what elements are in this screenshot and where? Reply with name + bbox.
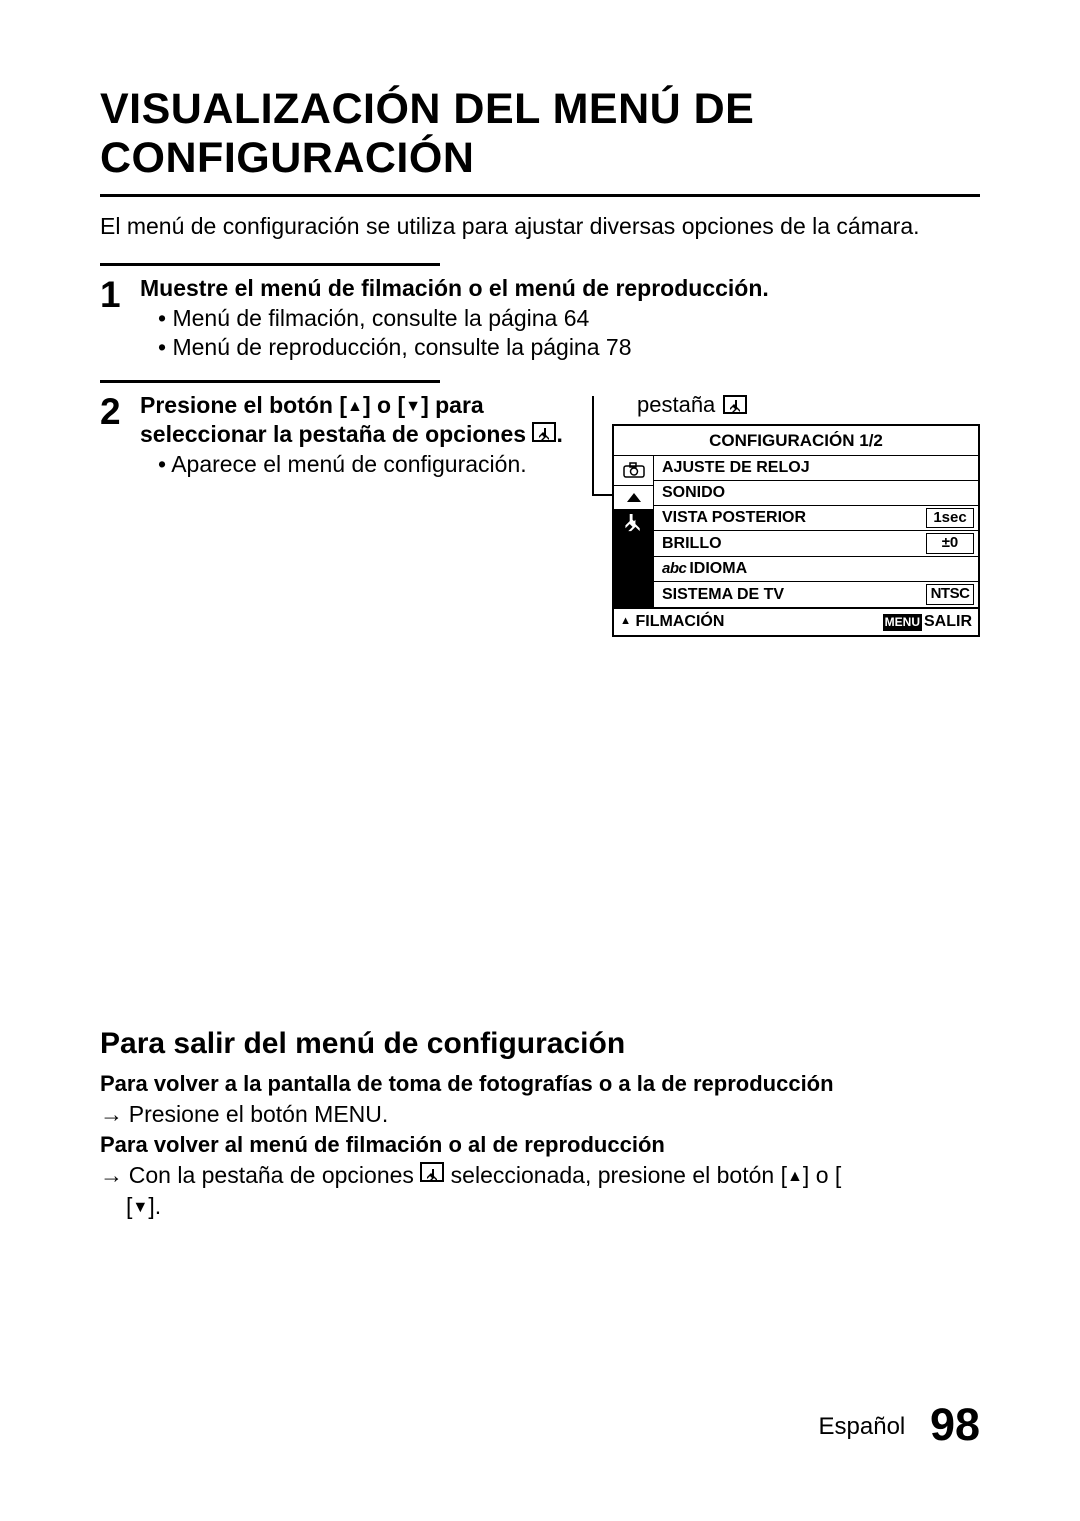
menu-chip: MENU	[883, 614, 922, 631]
menu-row-clock: AJUSTE DE RELOJ	[654, 456, 978, 481]
options-tab-icon	[614, 510, 653, 608]
play-tab-icon	[614, 486, 653, 510]
footer-language: Español	[819, 1413, 906, 1440]
triangle-down-icon	[405, 392, 421, 418]
step1-number: 1	[100, 274, 140, 362]
page-footer: Español 98	[819, 1399, 980, 1451]
step1-bullet-1: Menú de filmación, consulte la página 64	[158, 304, 980, 333]
screen-header: CONFIGURACIÓN 1/2	[614, 426, 978, 455]
triangle-up-icon	[787, 1162, 803, 1188]
triangle-up-icon	[620, 613, 631, 630]
exit-sub2: Para volver al menú de filmación o al de…	[100, 1130, 980, 1160]
menu-row-postview: VISTA POSTERIOR1sec	[654, 506, 978, 532]
foot-left: FILMACIÓN	[636, 613, 725, 630]
config-menu-screenshot: CONFIGURACIÓN 1/2	[612, 424, 980, 637]
exit-section: Para salir del menú de configuración Par…	[100, 1027, 980, 1222]
intro-text: El menú de configuración se utiliza para…	[100, 212, 980, 241]
exit-sub1: Para volver a la pantalla de toma de fot…	[100, 1069, 980, 1099]
camera-tab-icon	[614, 456, 653, 486]
wrench-icon	[420, 1162, 444, 1183]
tab-label-text: pestaña	[637, 391, 715, 419]
step1-bullet-2: Menú de reproducción, consulte la página…	[158, 333, 980, 362]
wrench-icon	[532, 422, 556, 443]
abc-icon: abc	[662, 560, 686, 577]
tv-value: NTSC	[926, 584, 974, 605]
step2-title-b: ] o [	[363, 392, 405, 418]
wrench-icon	[723, 395, 747, 415]
step2-number: 2	[100, 391, 140, 637]
step-1: 1 Muestre el menú de filmación o el menú…	[100, 274, 980, 362]
title-rule	[100, 194, 980, 197]
step1-title: Muestre el menú de filmación o el menú d…	[140, 274, 980, 303]
step2-title-end: .	[556, 421, 562, 447]
step2-title: Presione el botón [] o [] para seleccion…	[140, 391, 592, 449]
brightness-value: ±0	[926, 533, 974, 554]
tab-column	[614, 456, 654, 608]
triangle-up-icon	[347, 392, 363, 418]
menu-column: AJUSTE DE RELOJ SONIDO VISTA POSTERIOR1s…	[654, 456, 978, 608]
screen-footer: FILMACIÓN MENUSALIR	[614, 607, 978, 635]
step2-title-a: Presione el botón [	[140, 392, 347, 418]
step2-bullet-1: Aparece el menú de configuración.	[158, 450, 592, 479]
menu-row-language: abcIDIOMA	[654, 557, 978, 582]
step2-rule	[100, 380, 440, 383]
postview-value: 1sec	[926, 508, 974, 529]
menu-row-tv: SISTEMA DE TVNTSC	[654, 582, 978, 607]
page-title: VISUALIZACIÓN DEL MENÚ DE CONFIGURACIÓN	[100, 85, 980, 184]
exit-line1: → Presione el botón MENU.	[100, 1099, 980, 1130]
foot-right: SALIR	[924, 613, 972, 630]
footer-page-number: 98	[930, 1399, 980, 1450]
menu-row-brightness: BRILLO±0	[654, 531, 978, 557]
menu-row-sound: SONIDO	[654, 481, 978, 506]
exit-heading: Para salir del menú de configuración	[100, 1027, 980, 1061]
step1-rule	[100, 263, 440, 266]
triangle-down-icon	[132, 1193, 148, 1219]
step-2: 2 Presione el botón [] o [] para selecci…	[100, 391, 980, 637]
exit-line2: → Con la pestaña de opciones seleccionad…	[100, 1160, 980, 1222]
